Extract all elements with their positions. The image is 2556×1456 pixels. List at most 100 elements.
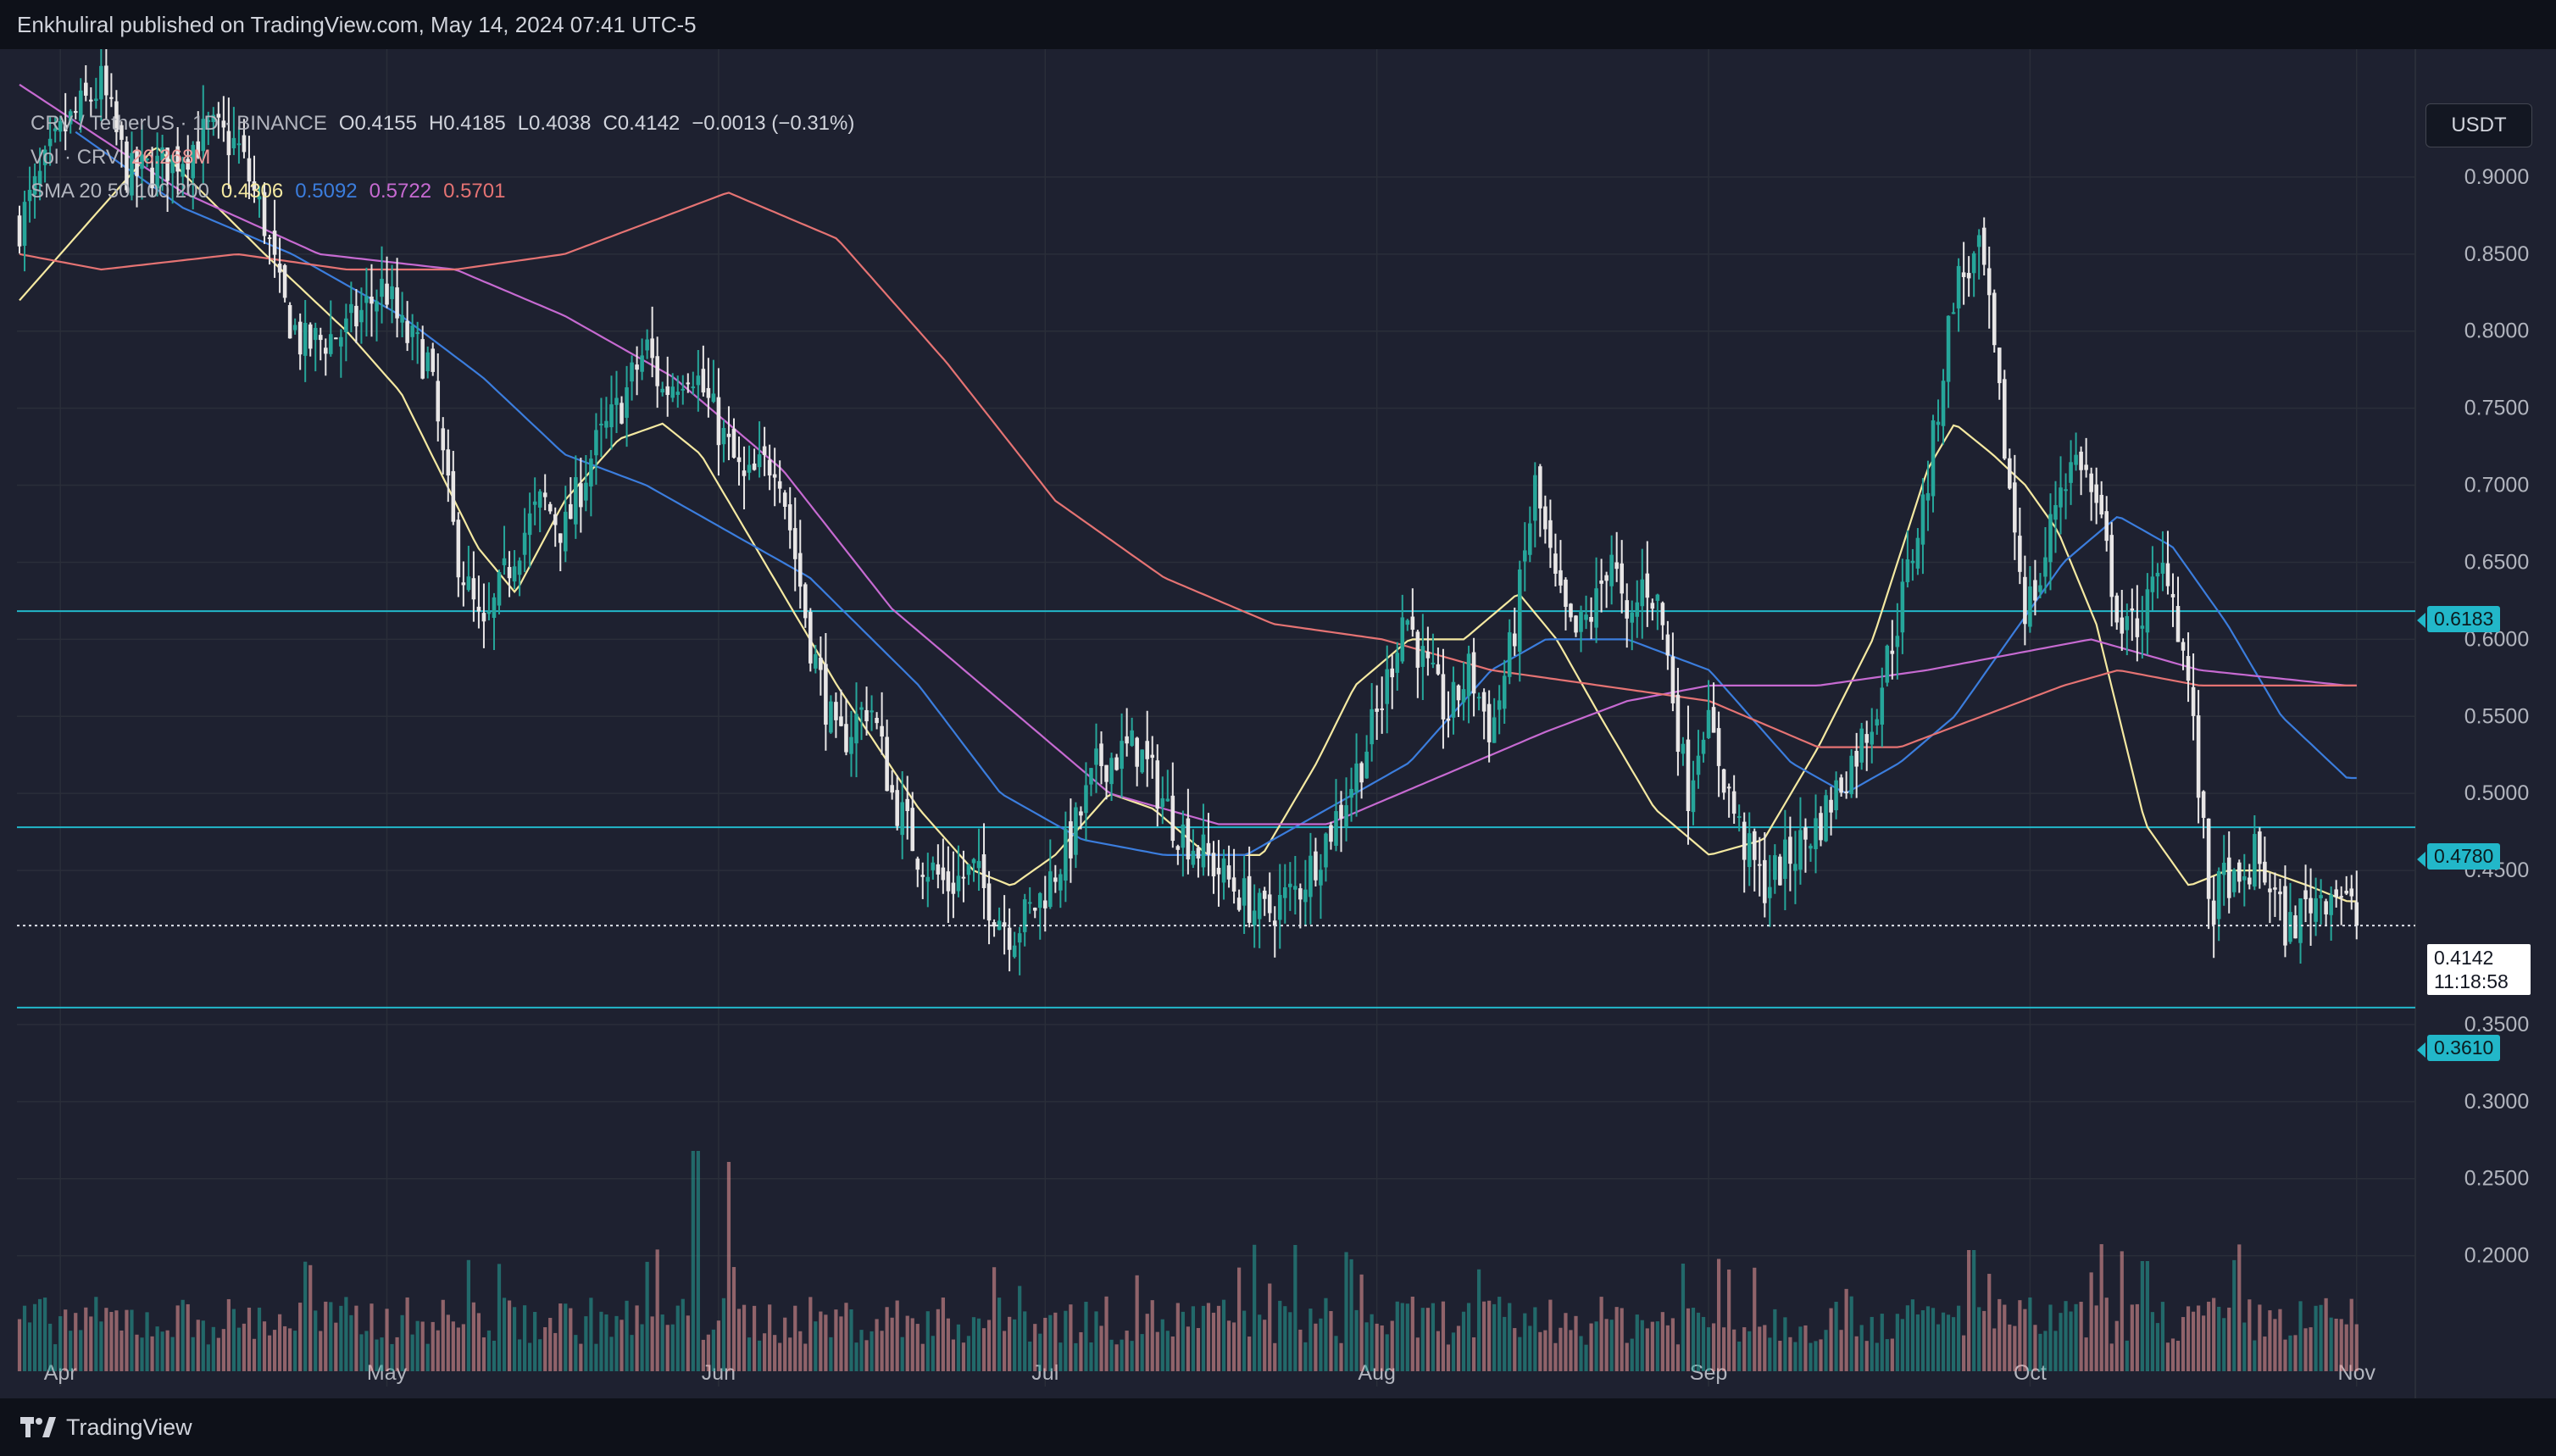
volume-bar — [870, 1331, 874, 1371]
candle-body — [2324, 901, 2328, 914]
volume-bar — [1324, 1298, 1328, 1371]
candle-body — [849, 736, 853, 754]
candle-body — [354, 305, 358, 327]
candle-body — [787, 504, 792, 531]
currency-button[interactable]: USDT — [2425, 103, 2532, 147]
volume-bar — [768, 1304, 772, 1371]
candle-body — [89, 99, 93, 102]
volume-bar — [1834, 1302, 1838, 1371]
volume-bar — [1380, 1325, 1384, 1371]
candle-body — [736, 457, 742, 463]
volume-bar — [390, 1343, 394, 1371]
volume-bar — [405, 1297, 409, 1371]
level-mid-tag[interactable]: 0.4780 — [2427, 843, 2501, 870]
candle-body — [2089, 473, 2093, 492]
chart-area[interactable]: 0.9000 0.8500 0.8000 0.7500 0.7000 0.6500 0.60… — [0, 49, 2556, 1398]
volume-bar — [165, 1330, 169, 1371]
volume-bar — [701, 1339, 705, 1371]
volume-bar — [997, 1298, 1002, 1371]
candle-body — [997, 920, 1002, 931]
volume-bar — [1400, 1303, 1404, 1371]
volume-bar — [1650, 1321, 1654, 1371]
volume-bar — [1069, 1304, 1073, 1371]
volume-bar — [1196, 1328, 1201, 1371]
candle-body — [1370, 709, 1374, 745]
level-high-tag[interactable]: 0.6183 — [2427, 606, 2501, 632]
candle-body — [2242, 875, 2247, 881]
candle-body — [819, 658, 823, 670]
volume-bar — [548, 1318, 553, 1371]
candle-body — [1966, 273, 1971, 279]
volume-bar — [1268, 1283, 1272, 1371]
candle-body — [226, 131, 231, 156]
tradingview-logo[interactable]: TradingView — [20, 1414, 192, 1441]
candle-body — [512, 566, 517, 582]
candle-body — [1175, 846, 1181, 850]
volume-bar — [2334, 1319, 2338, 1371]
volume-bar — [37, 1298, 42, 1371]
volume-bar — [2089, 1272, 2093, 1371]
candle-body — [731, 428, 736, 458]
volume-bar — [293, 1331, 297, 1371]
volume-bar — [859, 1330, 864, 1371]
candle-body — [1262, 890, 1267, 899]
candle-body — [1456, 685, 1461, 701]
volume-bar — [1773, 1309, 1777, 1371]
volume-bar — [1895, 1314, 1899, 1371]
candle-body — [691, 386, 696, 389]
volume-bar — [1293, 1245, 1297, 1371]
candle-body — [206, 119, 211, 122]
volume-bar — [104, 1308, 108, 1371]
candle-body — [2236, 862, 2242, 882]
candle-body — [1961, 272, 1966, 277]
volume-bar — [1655, 1321, 1659, 1371]
price-chart[interactable]: 0.90000.85000.80000.75000.70000.65000.60… — [0, 49, 2556, 1398]
y-tick-label: 0.7500 — [2464, 397, 2529, 420]
volume-bar — [1839, 1330, 1843, 1371]
candle-body — [2314, 897, 2318, 922]
volume-bar — [257, 1307, 262, 1371]
level-low-tag[interactable]: 0.3610 — [2427, 1035, 2501, 1061]
candle-body — [1257, 892, 1262, 920]
candle-body — [620, 403, 624, 424]
volume-bar — [69, 1331, 73, 1371]
candle-body — [635, 364, 639, 370]
volume-bar — [819, 1311, 823, 1371]
volume-bar — [2278, 1309, 2282, 1371]
candle-body — [1481, 692, 1486, 712]
volume-bar — [747, 1337, 752, 1371]
candle-body — [1109, 758, 1114, 785]
y-tick-label: 0.8500 — [2464, 242, 2529, 266]
candle-body — [1594, 588, 1598, 628]
candle-body — [956, 875, 961, 892]
candle-body — [1803, 827, 1808, 840]
candle-body — [1334, 811, 1338, 846]
volume-bar — [1941, 1312, 1946, 1371]
volume-bar — [1283, 1306, 1287, 1371]
volume-bar — [528, 1342, 532, 1371]
candle-body — [1114, 757, 1119, 770]
candle-body — [900, 802, 904, 836]
volume-bar — [2196, 1305, 2201, 1371]
volume-bar — [1645, 1328, 1649, 1371]
candle-body — [1007, 927, 1012, 950]
candle-body — [1625, 600, 1630, 619]
candle-body — [2211, 900, 2216, 925]
volume-bar — [1253, 1244, 1257, 1371]
volume-bar — [2160, 1302, 2165, 1371]
volume-bar — [2288, 1335, 2292, 1371]
candle-body — [1931, 420, 1936, 497]
volume-bar — [2155, 1323, 2160, 1371]
volume-bar — [1008, 1316, 1012, 1371]
volume-bar — [2008, 1324, 2012, 1371]
candle-body — [1120, 741, 1124, 770]
volume-bar — [1951, 1317, 1956, 1371]
volume-bar — [1523, 1313, 1527, 1371]
volume-bar — [1579, 1336, 1583, 1371]
candle-body — [981, 854, 986, 888]
volume-bar — [1211, 1312, 1216, 1371]
candle-body — [1716, 728, 1721, 766]
candle-body — [1512, 633, 1517, 647]
volume-bar — [2283, 1339, 2287, 1371]
volume-bar — [976, 1318, 981, 1371]
